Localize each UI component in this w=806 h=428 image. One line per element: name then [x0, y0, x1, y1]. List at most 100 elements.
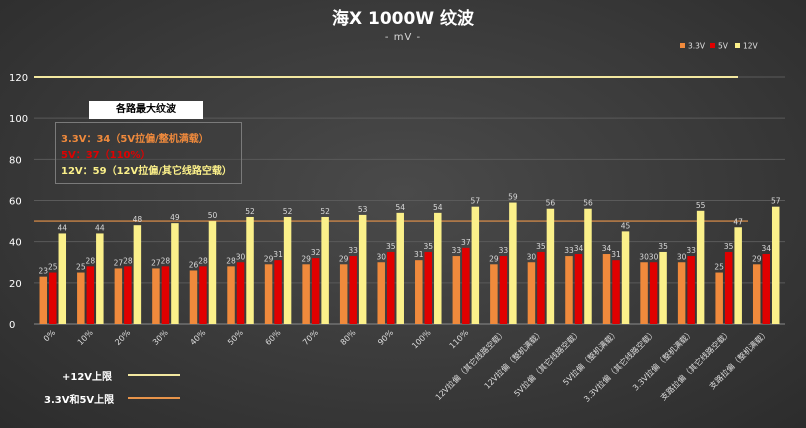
data-label: 29 — [264, 254, 274, 263]
x-tick-label: 80% — [339, 328, 358, 347]
bar-5V-4 — [199, 266, 207, 324]
max-ripple-5v: 5V：37（110%） — [61, 150, 151, 161]
ref-legend-3v3-5v-line — [128, 397, 180, 399]
bar-12V-2 — [133, 225, 142, 324]
y-tick-label: 40 — [9, 238, 22, 249]
max-ripple-title: 各路最大纹波 — [89, 101, 203, 119]
bar-5V-16 — [649, 262, 658, 324]
data-label: 28 — [161, 256, 171, 265]
data-label: 35 — [424, 242, 434, 251]
bar-12V-12 — [509, 202, 517, 324]
data-label: 27 — [114, 258, 124, 267]
legend-label: 12V — [743, 42, 759, 51]
bar-33V-0 — [39, 276, 48, 324]
x-tick-label: 10% — [76, 328, 95, 347]
bar-33V-17 — [677, 262, 686, 324]
data-label: 26 — [189, 260, 199, 269]
x-tick-label: 5V拉偏（其它线路空载） — [512, 327, 583, 398]
bar-33V-10 — [415, 260, 423, 324]
x-tick-label: 30% — [151, 328, 170, 347]
bar-5V-17 — [687, 256, 695, 324]
data-label: 44 — [58, 223, 68, 232]
data-label: 54 — [395, 203, 405, 212]
bar-5V-7 — [311, 258, 320, 324]
bar-5V-18 — [724, 251, 733, 324]
x-axis-ticks: 0% 10% 20% 30% 40% 50% 60% 70% 80% 90% 100% 110%12V… — [42, 327, 771, 404]
data-label: 33 — [348, 246, 358, 255]
data-label: 44 — [95, 223, 105, 232]
bar-12V-6 — [283, 216, 292, 324]
data-label: 31 — [273, 250, 283, 259]
y-tick-label: 120 — [9, 73, 28, 84]
data-label: 52 — [320, 207, 330, 216]
bar-12V-15 — [621, 231, 630, 324]
ref-legend-12v-label: +12V上限 — [62, 372, 113, 383]
legend-swatch — [735, 43, 740, 48]
bar-5V-10 — [424, 251, 433, 324]
bar-33V-7 — [302, 264, 310, 324]
ref-legend-3v3-5v-label: 3.3V和5V上限 — [44, 395, 115, 406]
bar-33V-1 — [77, 272, 85, 324]
bar-12V-0 — [58, 233, 67, 324]
data-label: 33 — [499, 246, 509, 255]
data-label: 28 — [86, 256, 96, 265]
reference-lines — [34, 76, 748, 222]
x-tick-label: 70% — [301, 328, 320, 347]
bar-33V-8 — [339, 264, 348, 324]
bar-33V-3 — [152, 268, 160, 324]
legend-swatch — [680, 43, 685, 48]
data-label: 25 — [48, 263, 58, 272]
max-ripple-12v: 12V：59（12V拉偏/其它线路空载） — [61, 166, 232, 177]
data-label: 45 — [621, 221, 631, 230]
bar-33V-15 — [602, 254, 611, 324]
y-tick-label: 20 — [9, 279, 22, 290]
bar-33V-13 — [527, 262, 536, 324]
data-label: 49 — [170, 213, 180, 222]
data-label: 30 — [649, 252, 659, 261]
data-label: 52 — [245, 207, 255, 216]
bar-12V-4 — [208, 221, 217, 324]
max-ripple-box — [55, 122, 242, 184]
max-ripple-3v3: 3.3V：34（5V拉偏/整机满载） — [61, 134, 209, 145]
data-label: 27 — [151, 258, 161, 267]
data-label: 29 — [752, 254, 762, 263]
data-label: 35 — [386, 242, 396, 251]
x-tick-label: 12V拉偏（其它线路空载） — [433, 327, 508, 402]
x-tick-label: 3.3V拉偏（整机满载） — [630, 327, 695, 392]
data-label: 31 — [611, 250, 621, 259]
x-tick-label: 40% — [188, 328, 207, 347]
data-label: 28 — [123, 256, 133, 265]
bar-12V-9 — [396, 212, 404, 324]
bar-12V-3 — [171, 223, 179, 324]
bar-33V-4 — [189, 270, 198, 324]
bar-33V-19 — [752, 264, 761, 324]
bar-12V-1 — [96, 233, 104, 324]
bar-33V-14 — [565, 256, 573, 324]
bar-5V-0 — [49, 272, 57, 324]
x-tick-label: 支路拉偏（其它线路空载） — [658, 327, 733, 402]
data-label: 25 — [714, 263, 724, 272]
x-tick-label: 20% — [113, 328, 132, 347]
bar-12V-7 — [321, 216, 329, 324]
data-label: 56 — [546, 199, 556, 208]
data-label: 54 — [433, 203, 443, 212]
data-label: 34 — [761, 244, 771, 253]
data-label: 30 — [639, 252, 649, 261]
bar-12V-11 — [471, 206, 480, 324]
bar-12V-19 — [771, 206, 780, 324]
bar-12V-17 — [696, 210, 705, 324]
legend: 3.3V 5V 12V — [680, 42, 759, 51]
data-label: 57 — [771, 197, 781, 206]
data-label: 59 — [508, 193, 518, 202]
data-label: 30 — [677, 252, 687, 261]
ref-legend-12v-line — [128, 374, 180, 376]
data-label: 23 — [39, 267, 49, 276]
data-label: 35 — [536, 242, 546, 251]
data-label: 34 — [574, 244, 584, 253]
bar-5V-11 — [462, 247, 470, 324]
bar-12V-18 — [734, 227, 742, 324]
x-tick-label: 90% — [376, 328, 395, 347]
y-tick-label: 80 — [9, 155, 22, 166]
